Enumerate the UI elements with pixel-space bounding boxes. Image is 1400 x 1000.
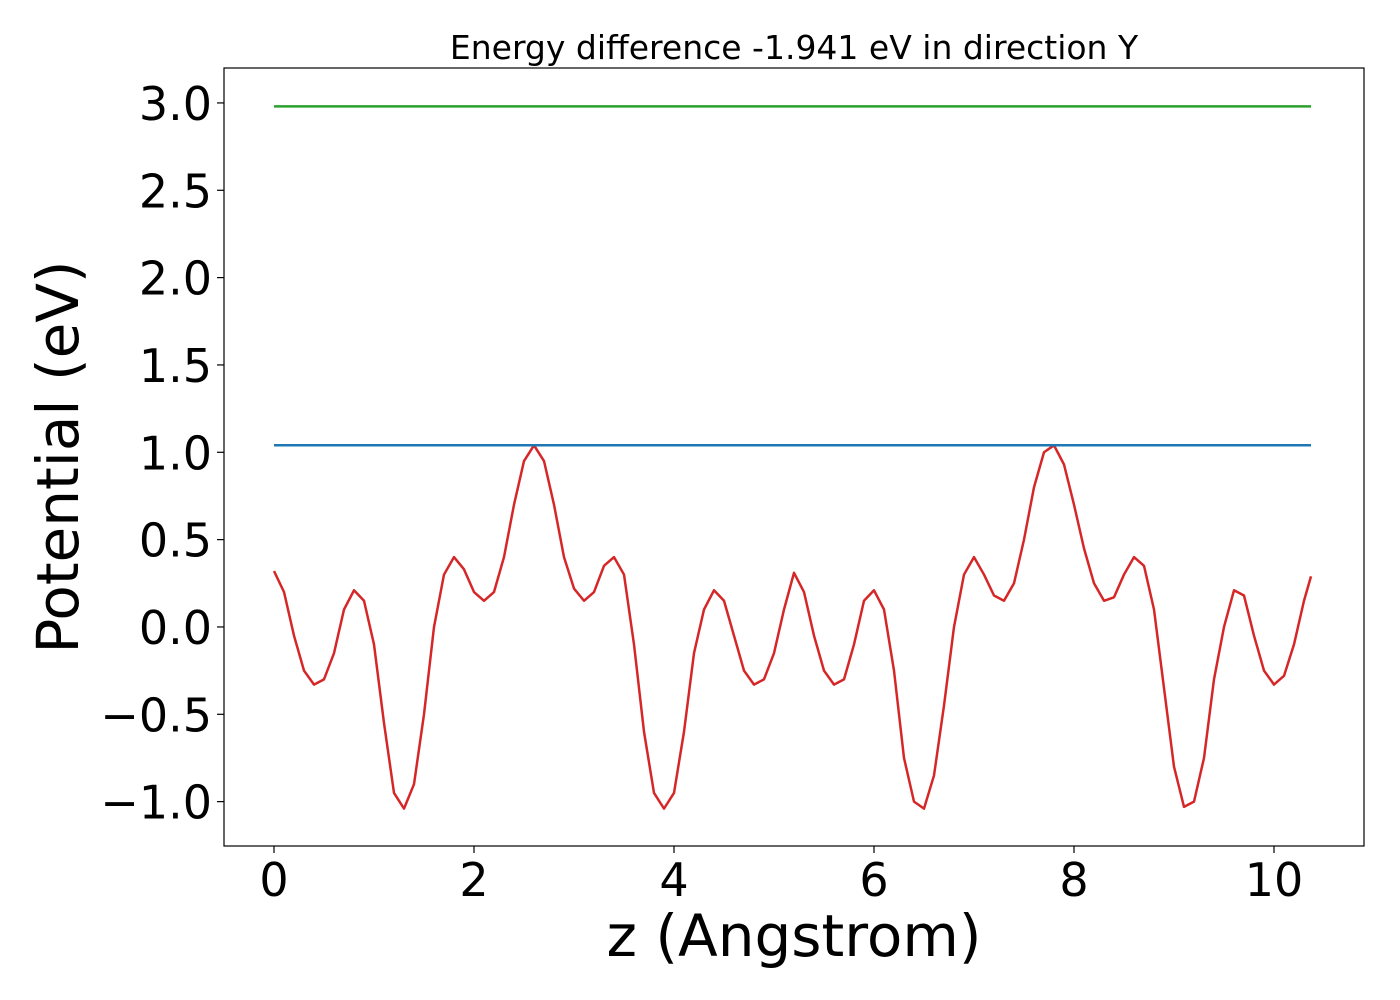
y-axis-label: Potential (eV)	[24, 260, 92, 653]
chart-title: Energy difference -1.941 eV in direction…	[450, 28, 1139, 67]
y-tick-label: 3.0	[139, 77, 212, 131]
y-tick-label: 0.5	[139, 514, 212, 568]
y-tick-label: −1.0	[100, 776, 212, 830]
x-axis-label: z (Angstrom)	[607, 902, 982, 970]
x-tick-label: 10	[1245, 853, 1304, 907]
y-tick-label: 2.5	[139, 164, 212, 218]
data-line	[272, 444, 1313, 810]
y-tick-label: 0.0	[139, 601, 212, 655]
plot-frame	[223, 67, 1365, 847]
y-tick-label: 1.5	[139, 339, 212, 393]
y-tick-label: −0.5	[100, 688, 212, 742]
y-tick-label: 1.0	[139, 426, 212, 480]
x-tick-label: 0	[259, 853, 288, 907]
x-tick-label: 8	[1059, 853, 1088, 907]
x-tick-label: 4	[659, 853, 688, 907]
x-tick-label: 6	[859, 853, 888, 907]
y-tick-label: 2.0	[139, 252, 212, 306]
x-tick-label: 2	[459, 853, 488, 907]
